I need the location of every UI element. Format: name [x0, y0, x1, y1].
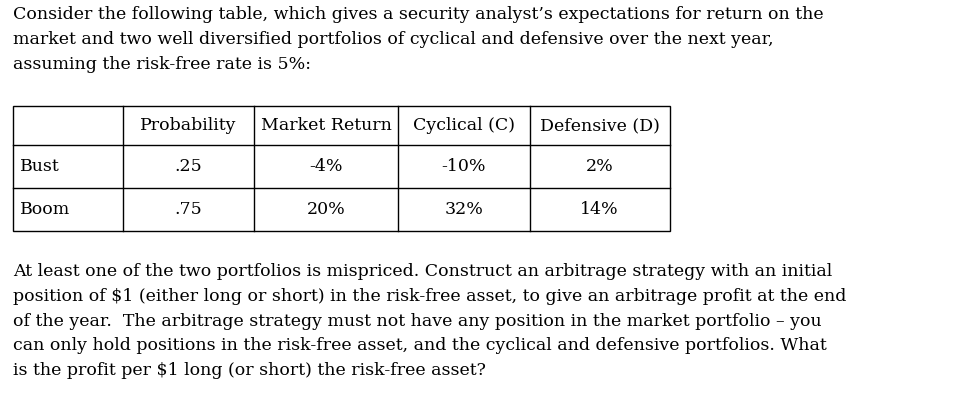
Text: Boom: Boom [20, 201, 71, 218]
Text: -10%: -10% [442, 158, 486, 175]
Text: -4%: -4% [309, 158, 343, 175]
Text: .75: .75 [174, 201, 203, 218]
Text: Cyclical (C): Cyclical (C) [413, 117, 515, 134]
Text: Market Return: Market Return [261, 117, 391, 134]
Text: At least one of the two portfolios is mispriced. Construct an arbitrage strategy: At least one of the two portfolios is mi… [14, 263, 847, 379]
Text: 2%: 2% [585, 158, 613, 175]
Text: Consider the following table, which gives a security analyst’s expectations for : Consider the following table, which give… [14, 6, 824, 73]
Text: 32%: 32% [445, 201, 484, 218]
Text: Probability: Probability [140, 117, 236, 134]
Text: Bust: Bust [20, 158, 60, 175]
Text: 14%: 14% [580, 201, 619, 218]
Text: .25: .25 [174, 158, 203, 175]
Text: 20%: 20% [306, 201, 345, 218]
Text: Defensive (D): Defensive (D) [540, 117, 660, 134]
